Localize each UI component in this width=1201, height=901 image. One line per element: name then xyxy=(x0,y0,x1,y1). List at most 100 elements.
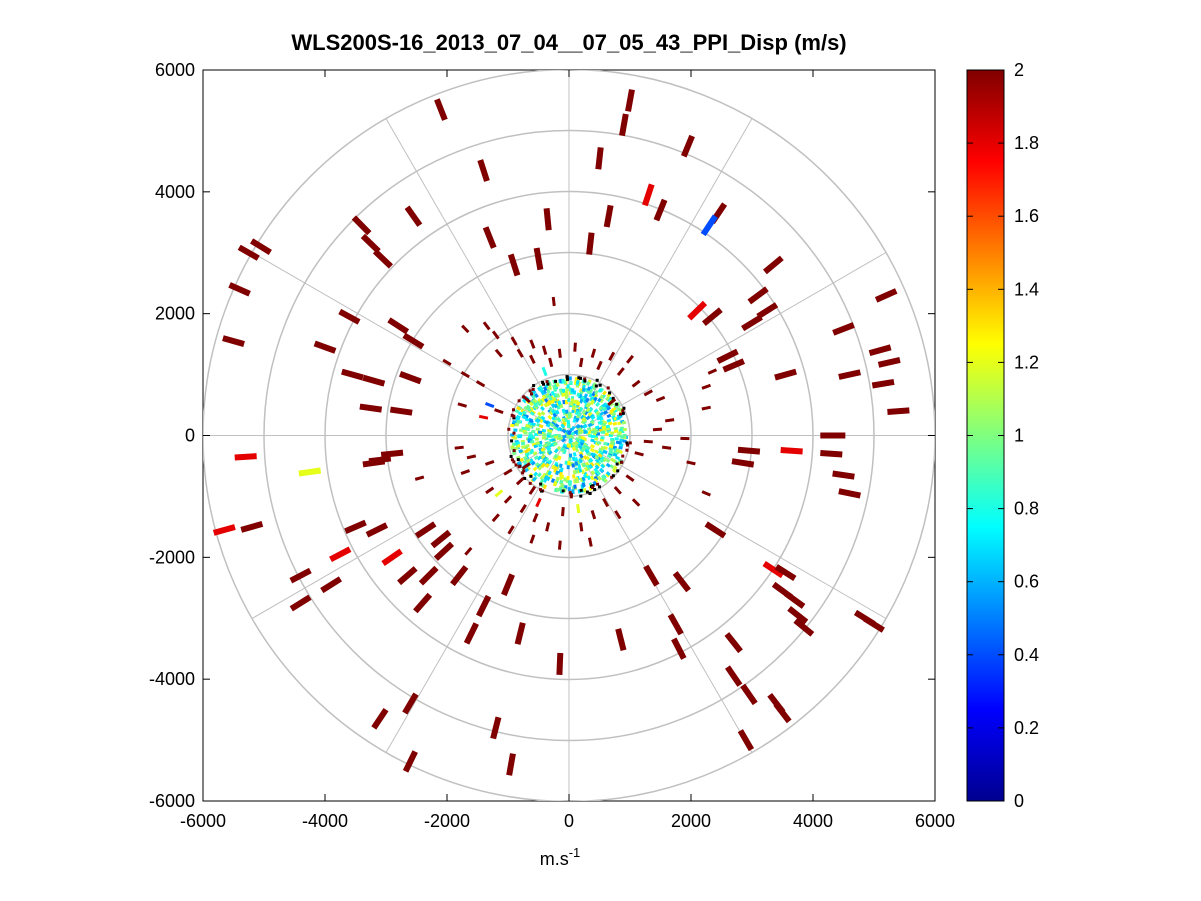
data-point xyxy=(494,348,503,358)
data-point xyxy=(823,432,846,439)
grid-spoke-30 xyxy=(568,252,887,436)
core-edge-cell xyxy=(579,488,583,492)
core-cell xyxy=(595,413,601,419)
data-point xyxy=(573,342,577,352)
data-point xyxy=(521,394,531,404)
grid-spoke-330 xyxy=(568,435,887,619)
core-edge-cell xyxy=(608,391,612,395)
core-edge-cell xyxy=(579,494,583,498)
core-cell xyxy=(537,465,543,471)
x-tick-label: -2000 xyxy=(424,811,470,831)
data-point xyxy=(578,357,584,368)
core-cell xyxy=(586,475,592,481)
core-cell xyxy=(518,428,524,433)
data-point xyxy=(457,402,467,408)
data-point xyxy=(722,358,745,373)
core-edge-cell xyxy=(554,379,558,383)
core-cell xyxy=(581,446,587,452)
core-cell xyxy=(602,406,608,412)
core-edge-cell xyxy=(510,458,514,462)
core-cell xyxy=(571,489,575,494)
core-edge-cell xyxy=(512,431,516,435)
core-cell xyxy=(590,444,595,449)
data-point xyxy=(700,214,718,237)
core-cell xyxy=(597,449,603,455)
grid-spoke-240 xyxy=(385,435,570,753)
data-point xyxy=(387,317,410,335)
core-edge-cell xyxy=(512,408,516,412)
core-cell xyxy=(537,386,542,392)
core-cell xyxy=(558,486,563,492)
core-cell xyxy=(602,390,607,396)
core-cell xyxy=(605,462,611,468)
data-point xyxy=(587,537,593,547)
core-edge-cell xyxy=(539,482,543,486)
core-cell xyxy=(598,416,604,422)
data-point xyxy=(506,753,516,776)
core-cell xyxy=(569,380,573,386)
core-cell xyxy=(529,450,534,455)
data-point xyxy=(485,486,495,495)
x-tick-label: 4000 xyxy=(793,811,833,831)
data-point xyxy=(413,592,433,614)
data-point xyxy=(450,565,469,587)
core-cell xyxy=(515,441,520,445)
data-point xyxy=(762,255,784,275)
data-point xyxy=(466,454,477,460)
core-cell xyxy=(561,421,567,427)
data-point xyxy=(490,716,502,740)
core-edge-cell xyxy=(588,492,592,496)
core-cell xyxy=(537,472,542,478)
core-edge-cell xyxy=(530,392,534,396)
core-cell xyxy=(588,388,594,394)
grid-spoke-300 xyxy=(568,435,753,753)
data-point xyxy=(631,498,641,507)
data-point xyxy=(556,652,564,676)
core-cell xyxy=(575,417,580,423)
data-point xyxy=(643,439,653,444)
core-cell xyxy=(543,397,549,403)
core-cell xyxy=(585,464,591,470)
core-cell xyxy=(608,447,614,452)
data-point xyxy=(404,205,423,227)
core-cell xyxy=(539,405,545,411)
core-cell xyxy=(595,410,601,416)
core-cell xyxy=(514,409,520,414)
core-cell xyxy=(574,461,579,466)
data-point xyxy=(642,183,655,207)
core-edge-cell xyxy=(512,449,516,453)
y-tick-label: 0 xyxy=(185,426,195,446)
data-point xyxy=(491,513,500,523)
data-point xyxy=(234,453,257,461)
data-point xyxy=(576,503,581,514)
core-cell xyxy=(525,404,531,410)
core-edge-cell xyxy=(579,376,583,380)
core-cell xyxy=(550,478,556,483)
core-cell xyxy=(547,428,553,433)
data-point xyxy=(514,622,526,645)
core-cell xyxy=(541,472,547,478)
core-cell xyxy=(524,467,530,473)
core-edge-cell xyxy=(512,460,516,464)
data-point xyxy=(643,389,653,397)
core-cell xyxy=(588,392,594,398)
colorbar-tick-label: 1.6 xyxy=(1014,206,1039,226)
core-edge-cell xyxy=(625,448,629,452)
data-point xyxy=(541,345,548,355)
core-cell xyxy=(578,441,584,446)
data-point xyxy=(561,507,565,517)
data-point xyxy=(528,485,537,495)
data-point xyxy=(596,360,603,371)
core-edge-cell xyxy=(621,409,625,413)
core-cell xyxy=(556,416,561,422)
core-cell xyxy=(567,443,572,448)
core-cell xyxy=(573,484,577,489)
data-point xyxy=(756,302,779,320)
grid-spoke-150 xyxy=(251,252,570,436)
data-point xyxy=(704,521,727,539)
grid-spoke-120 xyxy=(385,118,570,436)
colorbar-ticks: 0 0.2 0.4 0.6 0.8 1 1.2 1.4 1.6 1.8 2 xyxy=(967,60,1039,811)
core-cell xyxy=(552,412,558,418)
core-cell xyxy=(581,416,587,422)
data-point xyxy=(430,529,452,549)
